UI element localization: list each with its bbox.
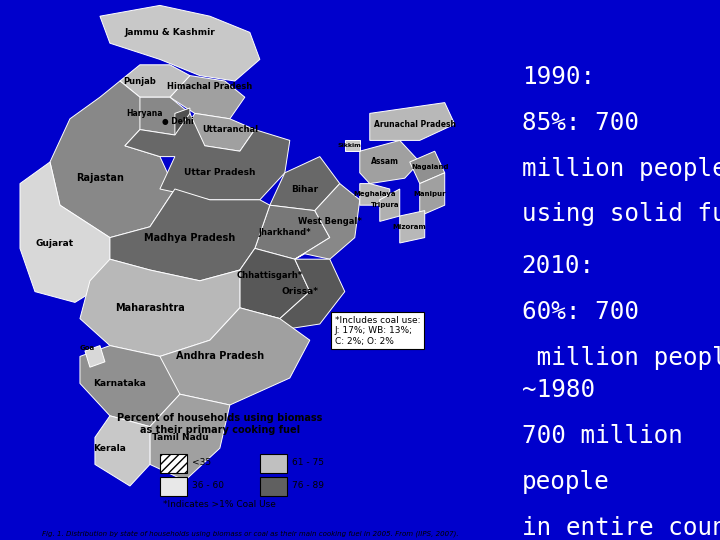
- Polygon shape: [185, 113, 255, 151]
- Text: Manipur: Manipur: [413, 191, 446, 198]
- Text: 2010:: 2010:: [522, 254, 595, 278]
- Text: Karnataka: Karnataka: [94, 379, 146, 388]
- Text: Tripura: Tripura: [371, 202, 399, 208]
- Text: Himachal Pradesh: Himachal Pradesh: [167, 82, 253, 91]
- Text: 700 million: 700 million: [522, 424, 683, 448]
- Text: Chhattisgarh*: Chhattisgarh*: [237, 271, 303, 280]
- Polygon shape: [80, 259, 240, 356]
- Text: people: people: [522, 470, 609, 494]
- Text: <35: <35: [192, 458, 212, 467]
- Polygon shape: [125, 97, 190, 135]
- Text: Nagaland: Nagaland: [411, 164, 449, 171]
- Polygon shape: [175, 108, 190, 135]
- Text: 85%: 700: 85%: 700: [522, 111, 639, 134]
- Polygon shape: [260, 259, 345, 329]
- Polygon shape: [379, 189, 400, 221]
- Polygon shape: [360, 184, 390, 205]
- Text: Kerala: Kerala: [94, 444, 127, 453]
- Text: 1990:: 1990:: [522, 65, 595, 89]
- Text: *Includes coal use:
J: 17%; WB: 13%;
C: 2%; O: 2%: *Includes coal use: J: 17%; WB: 13%; C: …: [335, 316, 420, 346]
- Text: Uttar Pradesh: Uttar Pradesh: [184, 168, 256, 177]
- Text: Bihar: Bihar: [292, 185, 318, 193]
- Text: Orissa*: Orissa*: [282, 287, 318, 296]
- Polygon shape: [410, 151, 445, 184]
- Text: ~1980: ~1980: [522, 378, 595, 402]
- Text: 36 - 60: 36 - 60: [192, 482, 225, 490]
- Polygon shape: [420, 173, 445, 216]
- Bar: [160, 454, 187, 472]
- Polygon shape: [125, 113, 290, 200]
- Text: Madhya Pradesh: Madhya Pradesh: [144, 233, 235, 242]
- Text: Andhra Pradesh: Andhra Pradesh: [176, 352, 264, 361]
- Text: Uttaranchal: Uttaranchal: [202, 125, 258, 134]
- Text: million people: million people: [522, 157, 720, 180]
- Polygon shape: [370, 103, 455, 140]
- Text: Rajastan: Rajastan: [76, 173, 124, 183]
- Polygon shape: [400, 211, 425, 243]
- Polygon shape: [270, 157, 340, 211]
- Polygon shape: [255, 205, 330, 259]
- Text: Gujarat: Gujarat: [36, 239, 74, 247]
- Text: Maharashtra: Maharashtra: [115, 303, 185, 313]
- Polygon shape: [80, 346, 180, 427]
- Text: Goa: Goa: [80, 345, 95, 352]
- Text: Fig. 1. Distribution by state of households using biomass or coal as their main : Fig. 1. Distribution by state of househo…: [42, 530, 458, 537]
- Text: 60%: 700: 60%: 700: [522, 300, 639, 323]
- Text: *Indicates >1% Coal Use: *Indicates >1% Coal Use: [163, 501, 276, 509]
- Text: in entire country: in entire country: [522, 516, 720, 539]
- Text: using solid fuels: using solid fuels: [522, 202, 720, 226]
- Polygon shape: [345, 140, 360, 151]
- Polygon shape: [140, 308, 310, 405]
- Text: Assam: Assam: [371, 158, 399, 166]
- Polygon shape: [120, 65, 190, 97]
- Polygon shape: [294, 184, 360, 259]
- Text: million people: million people: [522, 346, 720, 369]
- Polygon shape: [20, 162, 110, 302]
- Polygon shape: [150, 394, 230, 481]
- Polygon shape: [95, 416, 150, 486]
- Text: 76 - 89: 76 - 89: [292, 482, 324, 490]
- Polygon shape: [50, 81, 175, 238]
- Bar: [260, 454, 287, 472]
- Text: Punjab: Punjab: [124, 77, 156, 85]
- Text: Meghalaya: Meghalaya: [354, 191, 396, 198]
- Polygon shape: [85, 346, 105, 367]
- Polygon shape: [360, 140, 420, 184]
- Polygon shape: [170, 76, 245, 119]
- Text: Sikkim: Sikkim: [338, 143, 361, 148]
- Text: Mizoram: Mizoram: [393, 224, 427, 230]
- Text: Jammu & Kashmir: Jammu & Kashmir: [125, 28, 215, 37]
- Text: Tamil Nadu: Tamil Nadu: [152, 433, 208, 442]
- Text: Arunachal Pradesh: Arunachal Pradesh: [374, 120, 456, 129]
- Polygon shape: [110, 189, 270, 281]
- Text: Percent of households using biomass
as their primary cooking fuel: Percent of households using biomass as t…: [117, 413, 323, 435]
- Bar: [260, 477, 287, 496]
- Text: Haryana: Haryana: [127, 109, 163, 118]
- Text: 61 - 75: 61 - 75: [292, 458, 324, 467]
- Polygon shape: [100, 5, 260, 81]
- Text: ● Delhi: ● Delhi: [161, 117, 193, 126]
- Text: West Bengal*: West Bengal*: [298, 217, 361, 226]
- Bar: [160, 477, 187, 496]
- Text: Jharkhand*: Jharkhand*: [258, 228, 311, 237]
- Polygon shape: [240, 248, 310, 319]
